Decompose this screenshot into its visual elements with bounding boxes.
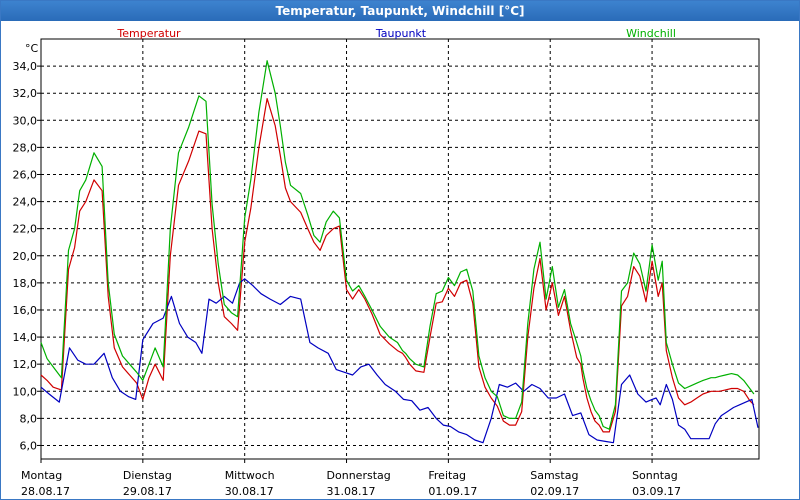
day-name-label: Freitag xyxy=(428,469,466,482)
day-name-label: Samstag xyxy=(530,469,578,482)
day-date-label: 31.08.17 xyxy=(327,485,376,498)
series-lines xyxy=(40,60,759,444)
legend-taupunkt: Taupunkt xyxy=(375,27,427,40)
labels: 6,0 8,0 10,0 12,0 14,0 16,0 18,0 20,0 22,0 24,0 26… xyxy=(13,27,682,498)
y-tick-label: 34,0 xyxy=(13,60,38,73)
legend-windchill: Windchill xyxy=(626,27,676,40)
y-tick-label: 20,0 xyxy=(13,250,38,263)
y-tick-label: 26,0 xyxy=(13,168,38,181)
window-title: Temperatur, Taupunkt, Windchill [°C] xyxy=(1,1,799,21)
day-name-label: Sonntag xyxy=(632,469,678,482)
day-name-label: Donnerstag xyxy=(327,469,391,482)
y-tick-label: 16,0 xyxy=(13,304,38,317)
y-tick-label: 30,0 xyxy=(13,114,38,127)
y-tick-label: 6,0 xyxy=(20,439,38,452)
y-tick-label: 12,0 xyxy=(13,358,38,371)
day-date-label: 29.08.17 xyxy=(123,485,172,498)
y-tick-label: 14,0 xyxy=(13,331,38,344)
day-name-label: Montag xyxy=(21,469,62,482)
y-tick-label: 10,0 xyxy=(13,385,38,398)
y-unit-label: °C xyxy=(25,42,39,55)
y-tick-label: 32,0 xyxy=(13,87,38,100)
day-date-label: 30.08.17 xyxy=(225,485,274,498)
y-tick-label: 28,0 xyxy=(13,141,38,154)
y-tick-label: 24,0 xyxy=(13,196,38,209)
legend-temperatur: Temperatur xyxy=(116,27,181,40)
series-line-temperatur xyxy=(40,97,755,433)
axes xyxy=(37,38,760,463)
series-line-windchill xyxy=(40,60,755,430)
day-date-label: 03.09.17 xyxy=(632,485,681,498)
plot-area-border xyxy=(40,38,760,460)
day-name-label: Mittwoch xyxy=(225,469,275,482)
y-tick-label: 22,0 xyxy=(13,223,38,236)
y-tick-label: 18,0 xyxy=(13,277,38,290)
day-date-label: 02.09.17 xyxy=(530,485,579,498)
day-date-label: 28.08.17 xyxy=(21,485,70,498)
day-date-label: 01.09.17 xyxy=(428,485,477,498)
series-line-taupunkt xyxy=(40,278,759,444)
y-tick-label: 8,0 xyxy=(20,412,38,425)
day-name-label: Dienstag xyxy=(123,469,172,482)
